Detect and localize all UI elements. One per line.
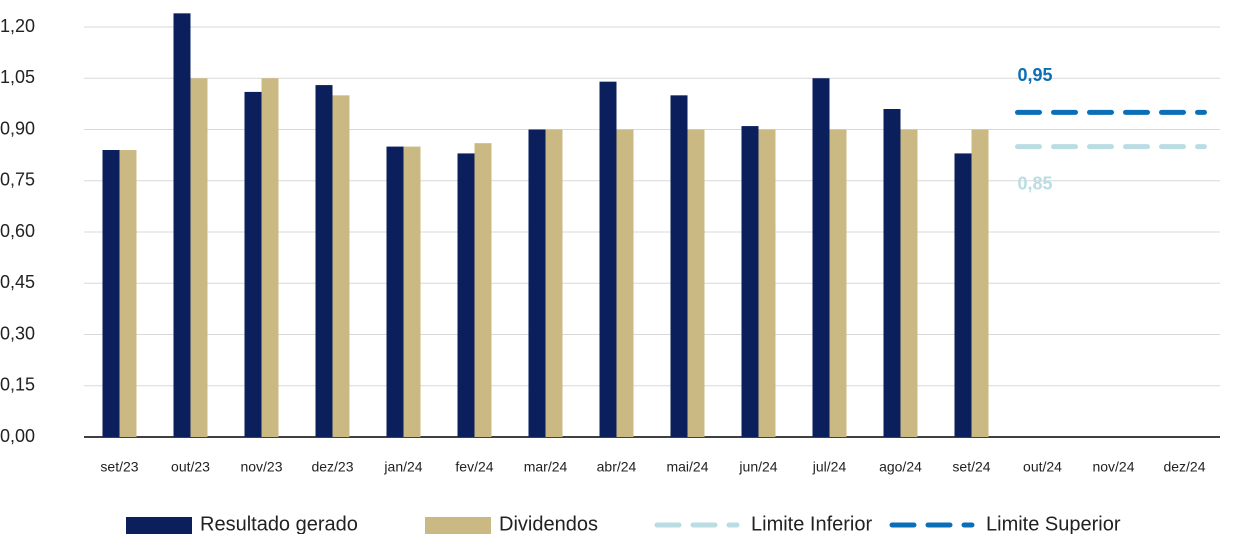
x-tick-label: jun/24: [738, 459, 777, 475]
bar: [528, 129, 546, 437]
bar: [599, 81, 617, 438]
x-tick-label: out/23: [171, 459, 210, 475]
legend-label: Limite Superior: [986, 513, 1121, 534]
x-tick-label: nov/23: [240, 459, 282, 475]
y-tick-label: 0,45: [0, 272, 35, 292]
y-tick-label: 0,30: [0, 323, 35, 343]
bar: [883, 109, 901, 437]
bar: [102, 150, 120, 437]
bar: [670, 95, 688, 437]
x-tick-label: jan/24: [383, 459, 422, 475]
y-tick-label: 1,05: [0, 67, 35, 87]
legend-label: Dividendos: [499, 513, 598, 534]
bar: [332, 95, 350, 437]
bar: [812, 78, 830, 437]
bar: [386, 146, 404, 438]
bar: [474, 143, 492, 437]
x-tick-label: abr/24: [597, 459, 637, 475]
bar: [403, 146, 421, 438]
x-tick-label: jul/24: [812, 459, 847, 475]
x-tick-label: mai/24: [666, 459, 708, 475]
x-tick-label: dez/23: [311, 459, 353, 475]
x-tick-label: set/24: [952, 459, 990, 475]
y-tick-label: 0,00: [0, 426, 35, 446]
bar: [900, 129, 918, 437]
x-tick-label: fev/24: [455, 459, 493, 475]
bar: [173, 13, 191, 437]
bar: [244, 91, 262, 438]
legend-swatch: [126, 517, 192, 534]
bar: [457, 153, 475, 437]
value-label: 0,85: [1018, 173, 1053, 193]
value-label: 0,95: [1018, 65, 1053, 85]
legend-label: Resultado gerado: [200, 513, 358, 534]
x-tick-label: nov/24: [1092, 459, 1134, 475]
x-tick-label: ago/24: [879, 459, 922, 475]
x-tick-label: out/24: [1023, 459, 1062, 475]
y-tick-label: 0,75: [0, 170, 35, 190]
y-tick-label: 0,60: [0, 221, 35, 241]
bar: [954, 153, 972, 437]
y-tick-label: 0,90: [0, 118, 35, 138]
y-tick-label: 0,15: [0, 375, 35, 395]
bar: [741, 126, 759, 437]
bar: [829, 129, 847, 437]
bar: [261, 78, 279, 437]
legend-label: Limite Inferior: [751, 513, 872, 534]
bar: [616, 129, 634, 437]
bar: [315, 85, 333, 437]
bar: [190, 78, 208, 437]
bar: [758, 129, 776, 437]
bar: [545, 129, 563, 437]
y-tick-label: 1,20: [0, 16, 35, 36]
x-tick-label: dez/24: [1163, 459, 1205, 475]
x-tick-label: mar/24: [524, 459, 568, 475]
bar: [971, 129, 989, 437]
bar: [119, 150, 137, 437]
x-tick-label: set/23: [100, 459, 138, 475]
bar: [687, 129, 705, 437]
legend-swatch: [425, 517, 491, 534]
